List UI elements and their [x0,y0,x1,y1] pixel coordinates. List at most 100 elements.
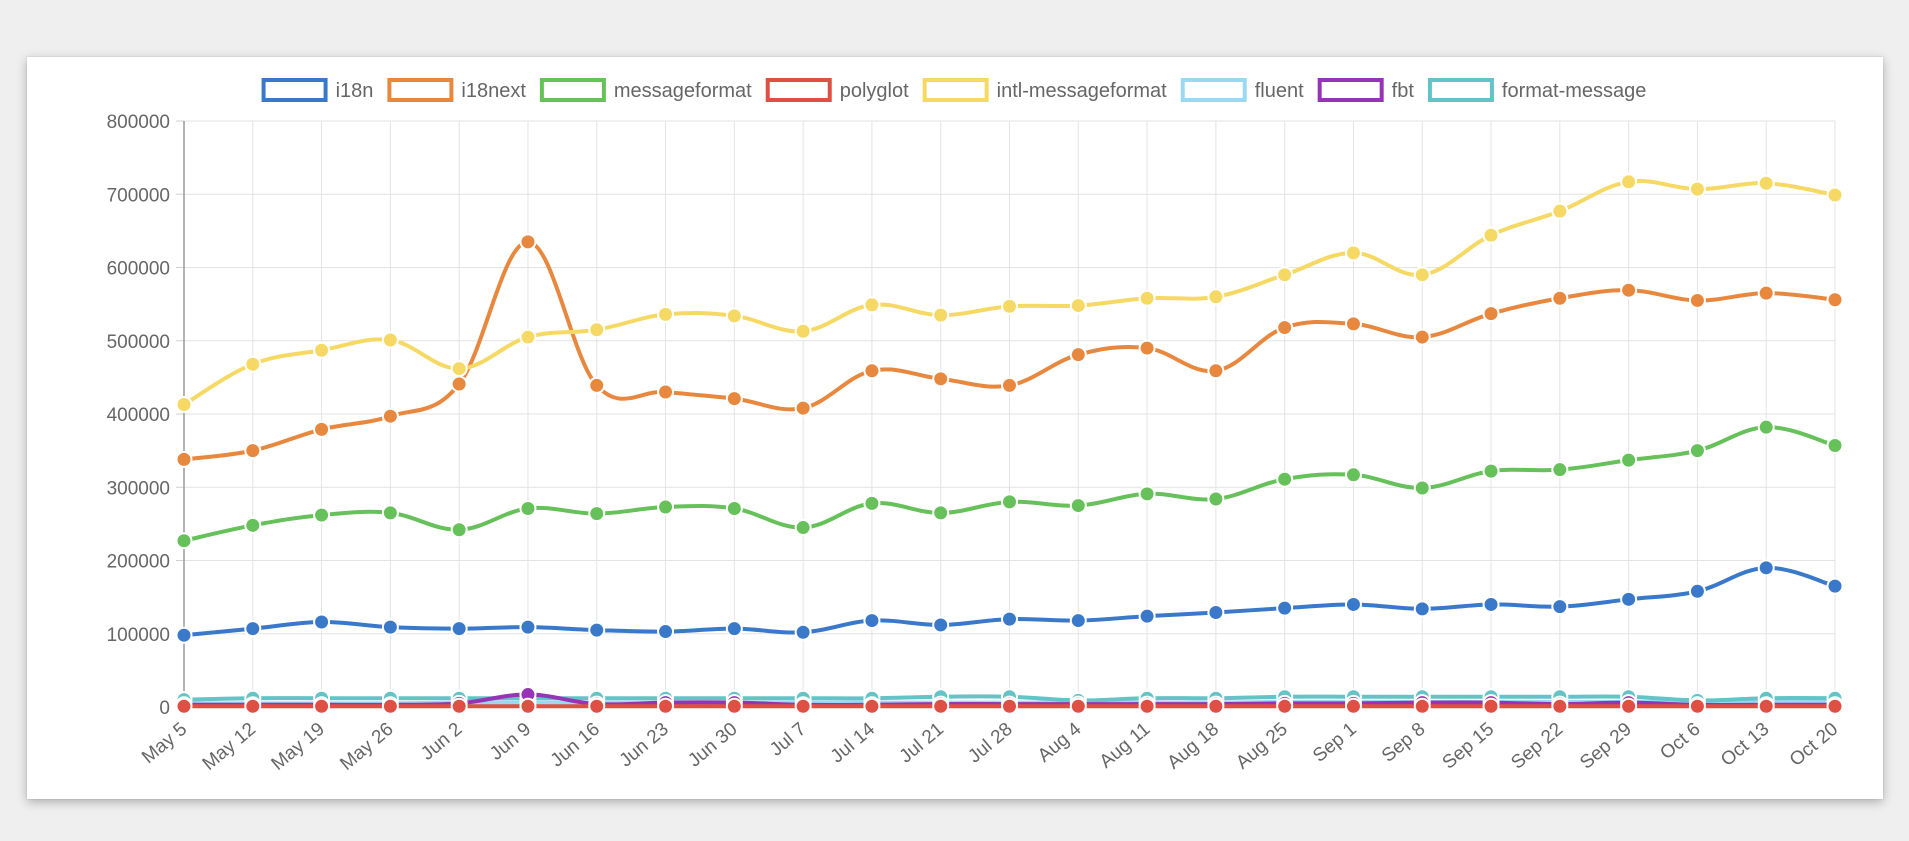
data-point-polyglot[interactable] [244,697,262,715]
legend-item-messageformat[interactable]: messageformat [539,78,752,102]
data-point-i18next[interactable] [657,383,675,401]
data-point-i18n[interactable] [313,613,331,631]
data-point-intl-messageformat[interactable] [1620,173,1638,191]
data-point-intl-messageformat[interactable] [1757,174,1775,192]
data-point-intl-messageformat[interactable] [657,305,675,323]
data-point-polyglot[interactable] [1207,697,1225,715]
data-point-i18next[interactable] [1138,339,1156,357]
data-point-messageformat[interactable] [1688,442,1706,460]
data-point-i18n[interactable] [450,620,468,638]
data-point-i18next[interactable] [1276,319,1294,337]
data-point-i18next[interactable] [1551,289,1569,307]
data-point-intl-messageformat[interactable] [863,296,881,314]
data-point-messageformat[interactable] [1826,436,1844,454]
data-point-messageformat[interactable] [1138,485,1156,503]
data-point-messageformat[interactable] [244,516,262,534]
data-point-intl-messageformat[interactable] [1826,186,1844,204]
data-point-i18next[interactable] [1413,328,1431,346]
data-point-i18n[interactable] [381,618,399,636]
legend-item-intl-messageformat[interactable]: intl-messageformat [922,78,1168,102]
data-point-polyglot[interactable] [519,697,537,715]
data-point-intl-messageformat[interactable] [1138,289,1156,307]
data-point-messageformat[interactable] [1207,490,1225,508]
data-point-polyglot[interactable] [588,697,606,715]
data-point-polyglot[interactable] [725,697,743,715]
data-point-polyglot[interactable] [1069,697,1087,715]
data-point-messageformat[interactable] [794,519,812,537]
data-point-i18next[interactable] [1344,315,1362,333]
data-point-i18next[interactable] [381,407,399,425]
legend-item-polyglot[interactable]: polyglot [765,78,909,102]
legend-item-fbt[interactable]: fbt [1317,78,1415,102]
data-point-i18n[interactable] [1138,607,1156,625]
data-point-messageformat[interactable] [725,499,743,517]
data-point-i18next[interactable] [1688,291,1706,309]
data-point-intl-messageformat[interactable] [519,328,537,346]
data-point-intl-messageformat[interactable] [794,322,812,340]
data-point-polyglot[interactable] [932,697,950,715]
data-point-intl-messageformat[interactable] [1482,226,1500,244]
data-point-messageformat[interactable] [1344,466,1362,484]
data-point-i18n[interactable] [1276,599,1294,617]
data-point-intl-messageformat[interactable] [313,341,331,359]
data-point-intl-messageformat[interactable] [1207,288,1225,306]
data-point-i18n[interactable] [1344,595,1362,613]
data-point-intl-messageformat[interactable] [450,360,468,378]
data-point-polyglot[interactable] [794,697,812,715]
data-point-i18next[interactable] [1069,346,1087,364]
data-point-i18n[interactable] [588,621,606,639]
data-point-i18n[interactable] [1757,559,1775,577]
data-point-polyglot[interactable] [1620,697,1638,715]
data-point-i18n[interactable] [1620,590,1638,608]
data-point-i18n[interactable] [725,620,743,638]
data-point-i18n[interactable] [1482,595,1500,613]
data-point-messageformat[interactable] [381,504,399,522]
data-point-i18next[interactable] [1001,376,1018,394]
data-point-intl-messageformat[interactable] [1551,202,1569,220]
data-point-polyglot[interactable] [863,697,881,715]
data-point-i18n[interactable] [657,623,675,641]
data-point-i18n[interactable] [175,626,193,644]
data-point-messageformat[interactable] [657,498,675,516]
data-point-i18n[interactable] [1551,598,1569,616]
data-point-i18n[interactable] [1069,612,1087,630]
data-point-i18next[interactable] [450,375,468,393]
data-point-i18next[interactable] [1757,284,1775,302]
data-point-i18next[interactable] [794,399,812,417]
data-point-i18n[interactable] [932,616,950,634]
data-point-intl-messageformat[interactable] [1688,180,1706,198]
data-point-messageformat[interactable] [1001,493,1018,511]
data-point-polyglot[interactable] [381,697,399,715]
data-point-i18next[interactable] [1482,305,1500,323]
data-point-messageformat[interactable] [932,504,950,522]
data-point-i18next[interactable] [863,362,881,380]
data-point-i18next[interactable] [244,442,262,460]
data-point-i18next[interactable] [932,370,950,388]
data-point-messageformat[interactable] [450,521,468,539]
data-point-messageformat[interactable] [175,532,193,550]
data-point-intl-messageformat[interactable] [1069,297,1087,315]
data-point-intl-messageformat[interactable] [588,321,606,339]
data-point-i18n[interactable] [244,620,262,638]
data-point-i18next[interactable] [519,233,537,251]
data-point-polyglot[interactable] [175,697,193,715]
data-point-intl-messageformat[interactable] [381,331,399,349]
data-point-i18n[interactable] [863,612,881,630]
data-point-i18n[interactable] [1207,604,1225,622]
data-point-intl-messageformat[interactable] [244,355,262,373]
data-point-polyglot[interactable] [1138,697,1156,715]
data-point-polyglot[interactable] [1688,697,1706,715]
data-point-i18next[interactable] [313,420,331,438]
legend-item-format-message[interactable]: format-message [1427,78,1647,102]
data-point-messageformat[interactable] [1551,461,1569,479]
data-point-i18next[interactable] [1207,362,1225,380]
data-point-polyglot[interactable] [657,697,675,715]
data-point-messageformat[interactable] [519,499,537,517]
data-point-messageformat[interactable] [1757,418,1775,436]
data-point-i18next[interactable] [588,376,606,394]
data-point-intl-messageformat[interactable] [1001,297,1018,315]
data-point-i18n[interactable] [1826,577,1844,595]
data-point-polyglot[interactable] [1826,697,1844,715]
data-point-polyglot[interactable] [1551,697,1569,715]
data-point-intl-messageformat[interactable] [1413,266,1431,284]
